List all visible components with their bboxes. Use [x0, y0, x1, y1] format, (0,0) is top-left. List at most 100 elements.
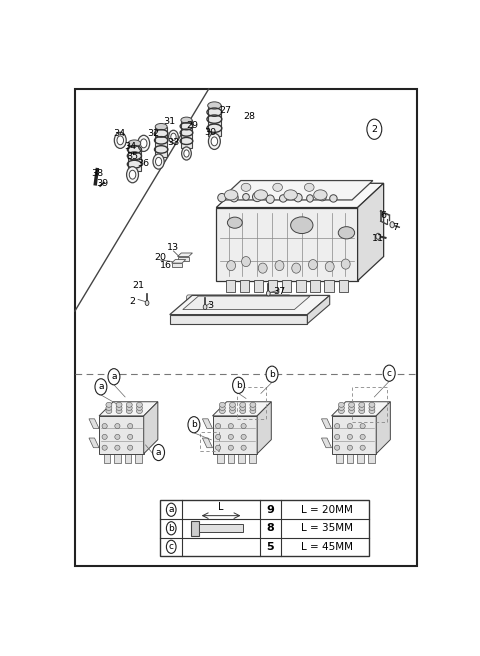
Polygon shape: [322, 419, 332, 428]
Text: 20: 20: [155, 253, 167, 262]
Ellipse shape: [229, 402, 236, 407]
Ellipse shape: [250, 402, 256, 407]
Circle shape: [129, 171, 136, 179]
Ellipse shape: [219, 409, 225, 413]
Ellipse shape: [338, 409, 344, 413]
Text: 16: 16: [160, 261, 172, 270]
Polygon shape: [376, 401, 390, 454]
Polygon shape: [203, 419, 213, 428]
Bar: [160, 501, 369, 556]
Ellipse shape: [243, 194, 249, 200]
Polygon shape: [172, 260, 186, 263]
Text: b: b: [236, 381, 241, 390]
Circle shape: [153, 444, 165, 461]
Bar: [296, 279, 305, 292]
Text: 38: 38: [91, 169, 103, 178]
Ellipse shape: [115, 434, 120, 440]
Ellipse shape: [128, 424, 133, 428]
Ellipse shape: [240, 402, 246, 407]
Ellipse shape: [216, 445, 221, 450]
Bar: [200, 432, 219, 451]
Text: b: b: [269, 370, 275, 379]
Text: L = 35MM: L = 35MM: [300, 523, 352, 533]
Circle shape: [167, 522, 176, 535]
Ellipse shape: [228, 445, 233, 450]
Circle shape: [203, 304, 207, 310]
Ellipse shape: [292, 263, 300, 273]
Bar: [338, 279, 348, 292]
Ellipse shape: [240, 405, 246, 411]
Ellipse shape: [106, 409, 112, 413]
Text: 30: 30: [204, 129, 217, 137]
Ellipse shape: [330, 195, 337, 202]
Ellipse shape: [208, 102, 221, 109]
Ellipse shape: [241, 256, 251, 266]
Text: 31: 31: [164, 117, 176, 126]
Bar: [282, 279, 291, 292]
Text: 34: 34: [125, 142, 137, 152]
Ellipse shape: [369, 409, 375, 413]
Ellipse shape: [335, 445, 340, 450]
Ellipse shape: [116, 409, 122, 413]
Ellipse shape: [338, 402, 344, 407]
Bar: [254, 279, 263, 292]
Polygon shape: [217, 454, 224, 463]
Ellipse shape: [348, 405, 355, 411]
Text: 2: 2: [372, 125, 377, 134]
Ellipse shape: [155, 123, 167, 130]
Polygon shape: [183, 296, 310, 310]
Polygon shape: [135, 454, 142, 463]
Polygon shape: [358, 183, 384, 281]
Text: 13: 13: [168, 243, 180, 252]
Ellipse shape: [348, 402, 355, 407]
Ellipse shape: [335, 434, 340, 440]
Text: 33: 33: [168, 138, 180, 148]
Ellipse shape: [102, 445, 107, 450]
Ellipse shape: [284, 190, 297, 200]
Ellipse shape: [229, 405, 236, 411]
Polygon shape: [144, 401, 158, 454]
Text: 6: 6: [381, 211, 387, 220]
Ellipse shape: [314, 190, 327, 200]
Ellipse shape: [216, 434, 221, 440]
Circle shape: [367, 119, 382, 139]
Ellipse shape: [338, 227, 355, 239]
Ellipse shape: [369, 402, 375, 407]
Ellipse shape: [348, 445, 352, 450]
Polygon shape: [213, 416, 257, 454]
Circle shape: [168, 131, 178, 144]
Ellipse shape: [318, 192, 326, 201]
Text: b: b: [168, 523, 174, 533]
Ellipse shape: [341, 259, 350, 269]
Text: a: a: [168, 505, 174, 514]
Text: 27: 27: [219, 106, 231, 115]
Ellipse shape: [307, 195, 313, 202]
Ellipse shape: [241, 434, 246, 440]
Text: 39: 39: [96, 179, 109, 188]
Ellipse shape: [290, 217, 313, 234]
Circle shape: [127, 167, 139, 183]
Ellipse shape: [227, 260, 236, 271]
Circle shape: [117, 136, 123, 145]
Ellipse shape: [230, 194, 238, 202]
Polygon shape: [228, 454, 234, 463]
Text: 11: 11: [372, 234, 384, 243]
Ellipse shape: [266, 195, 274, 203]
Bar: [226, 279, 235, 292]
Polygon shape: [216, 183, 384, 207]
Text: 28: 28: [244, 112, 256, 121]
Polygon shape: [172, 263, 182, 267]
Text: 29: 29: [186, 121, 198, 130]
Polygon shape: [170, 295, 330, 315]
Bar: [191, 521, 199, 536]
Bar: [352, 387, 387, 422]
Ellipse shape: [128, 434, 133, 440]
Text: 3: 3: [207, 300, 214, 310]
Polygon shape: [208, 106, 221, 136]
Polygon shape: [99, 416, 144, 454]
Circle shape: [390, 222, 395, 228]
Text: c: c: [387, 369, 392, 378]
Ellipse shape: [116, 402, 122, 407]
Circle shape: [95, 379, 107, 395]
Polygon shape: [178, 256, 189, 260]
